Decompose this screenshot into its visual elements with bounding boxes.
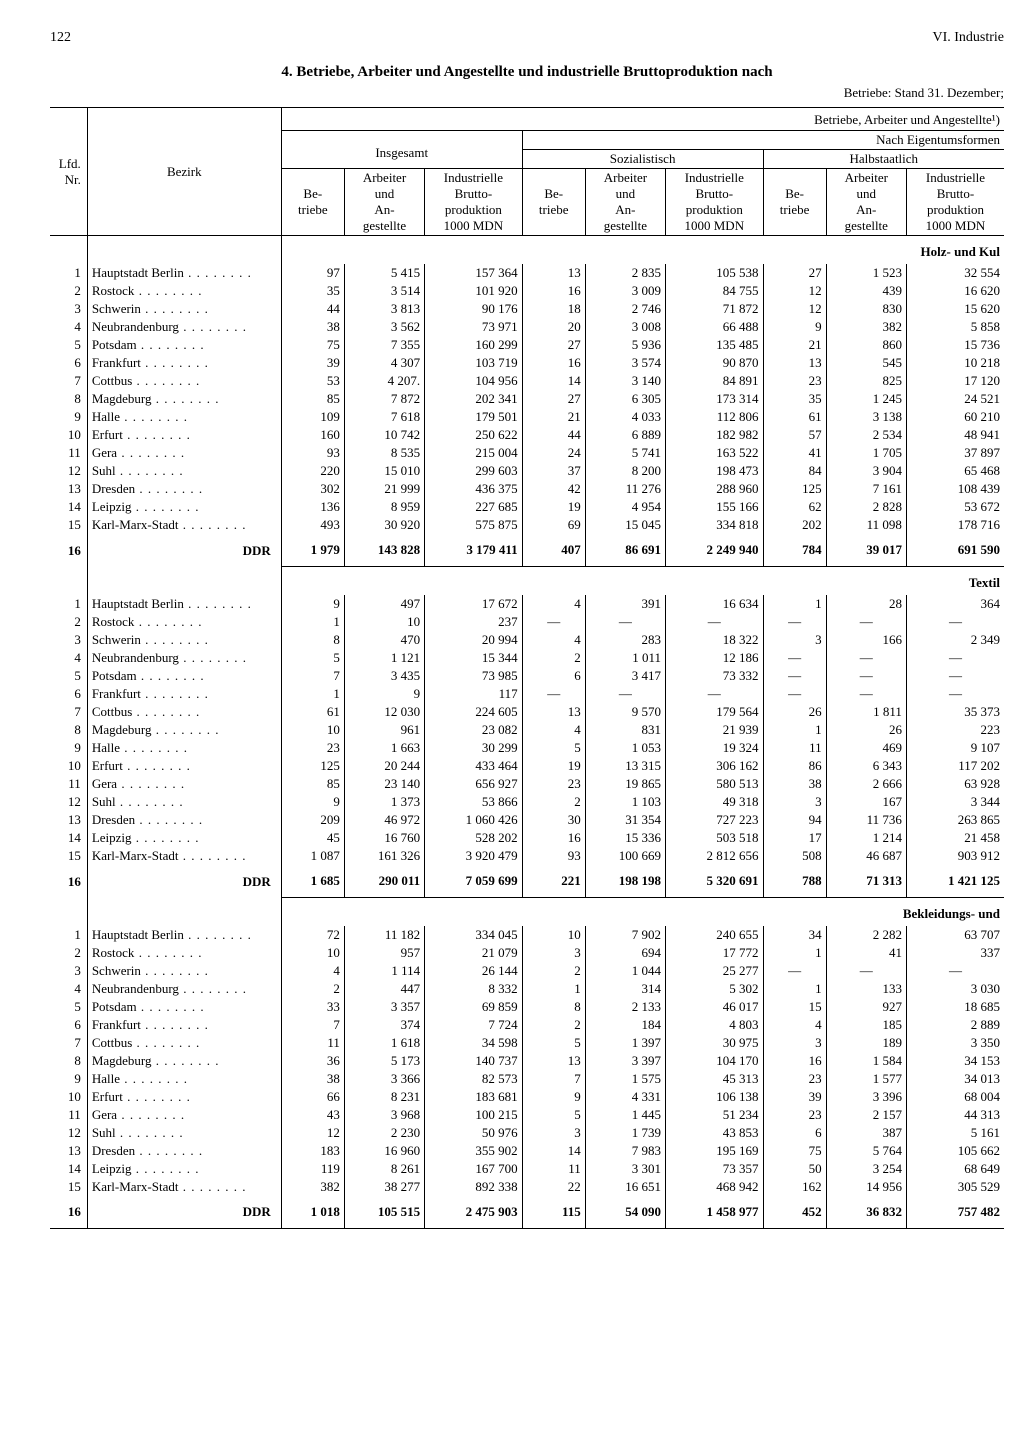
industry-table: Lfd.Nr. Bezirk Betriebe, Arbeiter und An…: [50, 107, 1004, 1229]
table-row: 5Potsdam333 35769 85982 13346 0171592718…: [50, 998, 1004, 1016]
table-row: 3Schwerin443 81390 176182 74671 87212830…: [50, 300, 1004, 318]
table-subtitle: Betriebe: Stand 31. Dezember;: [50, 85, 1004, 101]
table-row: 12Suhl122 23050 97631 73943 85363875 161: [50, 1124, 1004, 1142]
table-row: 14Leipzig1198 261167 700113 30173 357503…: [50, 1160, 1004, 1178]
table-row: 12Suhl22015 010299 603378 200198 473843 …: [50, 462, 1004, 480]
table-row: 15Karl-Marx-Stadt49330 920575 8756915 04…: [50, 516, 1004, 534]
table-row: 15Karl-Marx-Stadt1 087161 3263 920 47993…: [50, 847, 1004, 865]
table-row: 11Gera938 535215 004245 741163 522411 70…: [50, 444, 1004, 462]
table-row: 9Halle231 66330 29951 05319 324114699 10…: [50, 739, 1004, 757]
table-row: 8Magdeburg857 872202 341276 305173 31435…: [50, 390, 1004, 408]
table-row: 4Neubrandenburg51 12115 34421 01112 186—…: [50, 649, 1004, 667]
table-row: 5Potsdam73 43573 98563 41773 332———: [50, 667, 1004, 685]
table-row: 7Cottbus6112 030224 605139 570179 564261…: [50, 703, 1004, 721]
chapter-title: VI. Industrie: [932, 30, 1004, 46]
table-row: 2Rostock1095721 079369417 772141337: [50, 944, 1004, 962]
table-row: 2Rostock353 514101 920163 00984 75512439…: [50, 282, 1004, 300]
table-row: 8Magdeburg365 173140 737133 397104 17016…: [50, 1052, 1004, 1070]
table-row: 14Leipzig4516 760528 2021615 336503 5181…: [50, 829, 1004, 847]
table-row: 13Dresden18316 960355 902147 983195 1697…: [50, 1142, 1004, 1160]
table-row: 3Schwerin847020 994428318 32231662 349: [50, 631, 1004, 649]
table-row: 13Dresden20946 9721 060 4263031 354727 2…: [50, 811, 1004, 829]
table-row: 4Neubrandenburg24478 33213145 30211333 0…: [50, 980, 1004, 998]
table-row: 11Gera8523 140656 9272319 865580 513382 …: [50, 775, 1004, 793]
table-row: 10Erfurt668 231183 68194 331106 138393 3…: [50, 1088, 1004, 1106]
table-row: 13Dresden30221 999436 3754211 276288 960…: [50, 480, 1004, 498]
table-row: 4Neubrandenburg383 56273 971203 00866 48…: [50, 318, 1004, 336]
total-row: 16DDR1 979143 8283 179 41140786 6912 249…: [50, 534, 1004, 567]
table-row: 12Suhl91 37353 86621 10349 31831673 344: [50, 793, 1004, 811]
table-title: 4. Betriebe, Arbeiter und Angestellte un…: [50, 64, 1004, 81]
table-row: 3Schwerin41 11426 14421 04425 277———: [50, 962, 1004, 980]
table-row: 7Cottbus111 61834 59851 39730 97531893 3…: [50, 1034, 1004, 1052]
table-row: 9Halle383 36682 57371 57545 313231 57734…: [50, 1070, 1004, 1088]
table-row: 10Erfurt16010 742250 622446 889182 98257…: [50, 426, 1004, 444]
table-row: 10Erfurt12520 244433 4641913 315306 1628…: [50, 757, 1004, 775]
table-row: 6Frankfurt19117——————: [50, 685, 1004, 703]
table-row: 14Leipzig1368 959227 685194 954155 16662…: [50, 498, 1004, 516]
table-row: 1Hauptstadt Berlin7211 182334 045107 902…: [50, 926, 1004, 944]
table-row: 2Rostock110237——————: [50, 613, 1004, 631]
table-row: 1Hauptstadt Berlin975 415157 364132 8351…: [50, 264, 1004, 282]
table-row: 7Cottbus534 207.104 956143 14084 8912382…: [50, 372, 1004, 390]
table-row: 8Magdeburg1096123 082483121 939126223: [50, 721, 1004, 739]
page-number: 122: [50, 30, 71, 46]
total-row: 16DDR1 018105 5152 475 90311554 0901 458…: [50, 1196, 1004, 1229]
table-row: 1Hauptstadt Berlin949717 672439116 63412…: [50, 595, 1004, 613]
table-row: 15Karl-Marx-Stadt38238 277892 3382216 65…: [50, 1178, 1004, 1196]
table-row: 6Frankfurt394 307103 719163 57490 870135…: [50, 354, 1004, 372]
table-row: 9Halle1097 618179 501214 033112 806613 1…: [50, 408, 1004, 426]
total-row: 16DDR1 685290 0117 059 699221198 1985 32…: [50, 865, 1004, 898]
table-row: 11Gera433 968100 21551 44551 234232 1574…: [50, 1106, 1004, 1124]
table-row: 6Frankfurt73747 72421844 80341852 889: [50, 1016, 1004, 1034]
table-row: 5Potsdam757 355160 299275 936135 4852186…: [50, 336, 1004, 354]
